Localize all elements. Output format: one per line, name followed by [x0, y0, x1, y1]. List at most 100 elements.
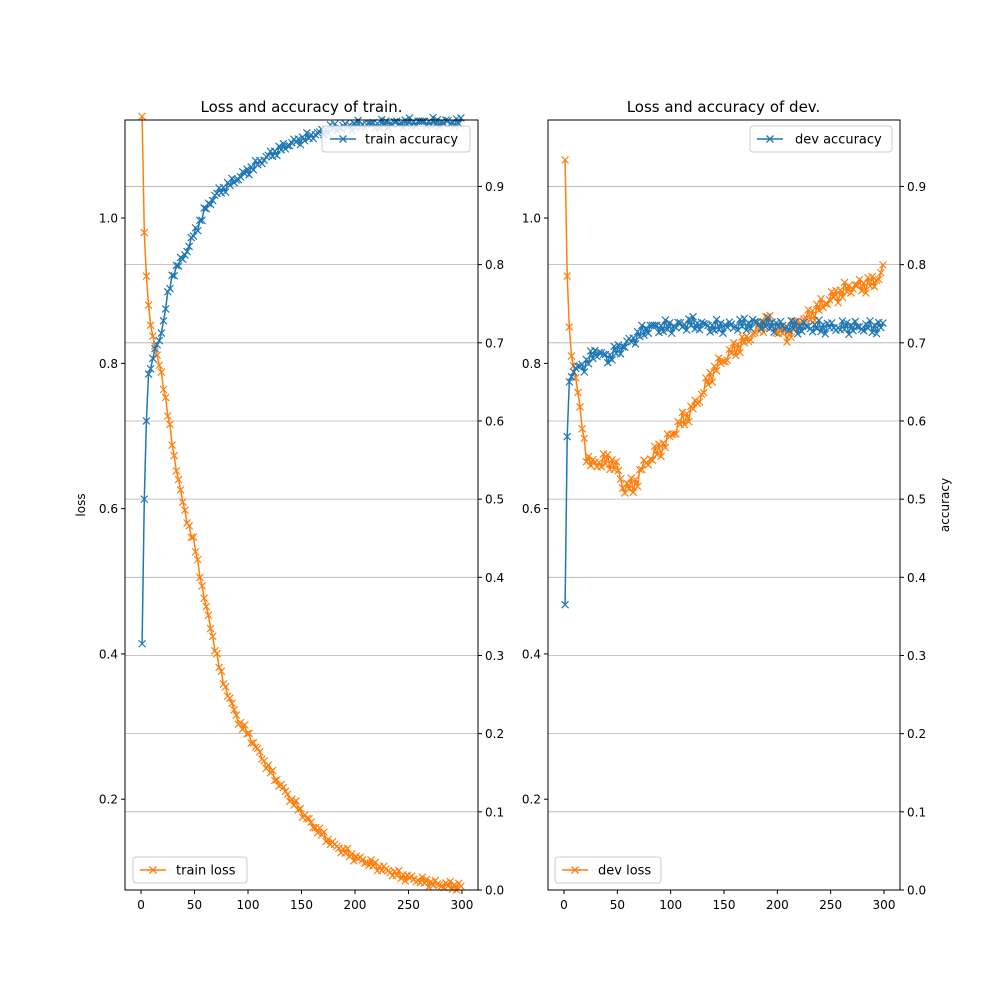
dev-loss-point — [825, 295, 834, 304]
train-accuracy-point — [382, 116, 390, 125]
train-loss-point — [168, 441, 176, 449]
dev-accuracy-point — [853, 323, 862, 331]
dev-accuracy-point — [723, 323, 732, 332]
train-accuracy-point — [313, 128, 322, 137]
dev-loss-point — [729, 338, 738, 347]
dev-loss-point — [608, 455, 616, 464]
dev-loss-point — [733, 340, 742, 349]
dev-loss-legend-label: dev loss — [598, 864, 651, 879]
dev-loss-point — [746, 335, 755, 344]
train-accuracy-point — [195, 216, 204, 225]
dev-loss-point — [669, 429, 678, 438]
dev-loss-point — [631, 475, 640, 484]
train-loss-legend-label: train loss — [176, 864, 236, 879]
dev-accuracy-point — [695, 325, 704, 334]
dev-accuracy-point — [595, 348, 604, 357]
dev-y2-tick-label: 0.3 — [907, 649, 926, 663]
train-accuracy-point — [170, 271, 179, 280]
dev-accuracy-legend-marker — [766, 135, 774, 143]
dev-loss-point — [861, 289, 870, 297]
train-loss-legend: train loss — [132, 856, 248, 884]
dev-accuracy-point — [879, 319, 887, 327]
dev-accuracy-point — [650, 321, 659, 330]
train-loss-point — [198, 581, 206, 590]
dev-loss-point — [701, 373, 710, 382]
train-y2-tick-label: 0.5 — [485, 493, 504, 507]
dev-loss-point — [672, 429, 680, 438]
dev-accuracy-point — [795, 321, 804, 330]
dev-loss-point — [812, 300, 821, 309]
train-loss-point — [159, 385, 168, 394]
dev-y2-tick-label: 0.6 — [907, 414, 926, 428]
dev-loss-point — [836, 286, 845, 295]
dev-loss-point — [853, 281, 862, 290]
dev-accuracy-point — [772, 319, 781, 327]
train-x-tick-label: 300 — [451, 898, 474, 912]
dev-axes: 0 50 100 150 200 250 300 0.2 0.4 0.6 0.8 1.0 0.0 0.1 0… — [522, 119, 926, 912]
dev-loss-point — [721, 357, 729, 366]
dev-y2-tick-label: 0.1 — [907, 805, 926, 819]
train-accuracy-point — [159, 316, 168, 325]
train-loss-point — [397, 874, 405, 883]
dev-accuracy-point — [706, 327, 715, 336]
dev-loss-point — [851, 281, 860, 290]
dev-accuracy-legend-label: dev accuracy — [795, 133, 882, 148]
dev-accuracy-point — [861, 320, 870, 328]
train-loss-point — [170, 451, 179, 460]
train-loss-point — [155, 361, 164, 370]
train-loss-point — [193, 555, 202, 564]
dev-x-tick-label: 150 — [713, 898, 736, 912]
dev-accuracy-point — [591, 346, 599, 355]
dev-accuracy-point — [744, 318, 753, 327]
dev-accuracy-point — [817, 327, 825, 336]
train-accuracy-point — [275, 142, 283, 151]
dev-accuracy-point — [751, 317, 759, 326]
dev-loss-point — [815, 306, 823, 315]
train-loss-point — [292, 797, 301, 805]
dev-accuracy-point — [637, 321, 646, 330]
dev-y-tick-label: 0.2 — [522, 793, 541, 807]
train-loss-point — [296, 804, 305, 813]
dev-accuracy-point — [731, 321, 740, 330]
dev-accuracy-point — [659, 327, 668, 336]
dev-accuracy-point — [642, 324, 651, 333]
dev-accuracy-point — [838, 317, 847, 325]
dev-accuracy-point — [699, 319, 708, 328]
dev-loss-point — [693, 399, 702, 408]
train-loss-point — [367, 856, 375, 864]
train-loss-point — [217, 667, 226, 676]
dev-accuracy-point — [627, 338, 636, 346]
dev-accuracy-point — [657, 321, 665, 330]
train-accuracy-point — [178, 255, 187, 264]
dev-accuracy-point — [827, 318, 836, 327]
train-loss-point — [221, 682, 230, 691]
dev-accuracy-point — [755, 320, 764, 328]
train-loss-point — [187, 533, 196, 542]
train-accuracy-point — [228, 174, 236, 183]
train-x-tick-label: 50 — [187, 898, 202, 912]
train-loss-point — [157, 368, 166, 377]
train-loss-point — [204, 611, 213, 620]
dev-loss-point — [708, 378, 717, 386]
dev-loss-point — [652, 450, 661, 459]
dev-accuracy-point — [746, 324, 755, 333]
dev-loss-point — [637, 465, 646, 474]
train-loss-point — [456, 882, 465, 891]
dev-accuracy-point — [618, 342, 627, 351]
dev-accuracy-point — [563, 432, 572, 441]
train-loss-point — [324, 835, 333, 844]
dev-loss-point — [874, 275, 883, 284]
dev-loss-point — [844, 281, 853, 290]
train-accuracy-point — [257, 159, 266, 168]
dev-y2-tick-label: 0.2 — [907, 727, 926, 741]
train-series-group — [138, 112, 465, 894]
train-loss-point — [418, 873, 427, 882]
dev-accuracy-point — [610, 342, 619, 351]
dev-accuracy-point — [676, 318, 685, 327]
train-loss-point — [236, 718, 245, 727]
dev-accuracy-point — [680, 320, 689, 329]
train-loss-point — [444, 882, 452, 891]
dev-loss-point — [712, 366, 721, 375]
train-loss-point — [253, 744, 262, 753]
